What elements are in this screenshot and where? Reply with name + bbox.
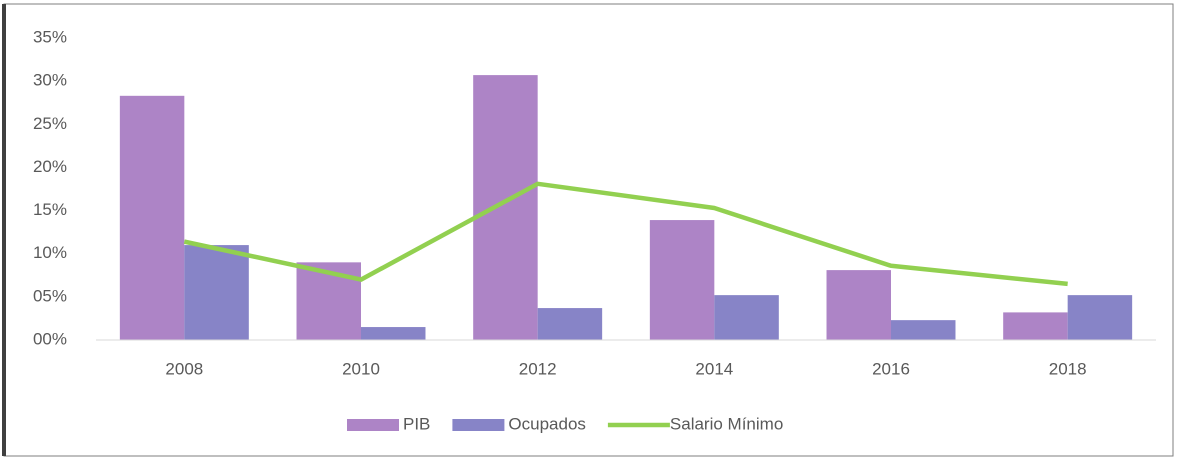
bar bbox=[1067, 295, 1133, 340]
x-tick-label: 2008 bbox=[165, 359, 203, 378]
y-tick-label: 10% bbox=[33, 243, 67, 262]
legend-label: PIB bbox=[403, 414, 430, 433]
y-tick-label: 00% bbox=[33, 329, 67, 348]
y-tick-label: 25% bbox=[33, 114, 67, 133]
bar bbox=[1003, 312, 1068, 340]
bar bbox=[184, 245, 249, 340]
y-tick-label: 15% bbox=[33, 200, 67, 219]
x-tick-label: 2018 bbox=[1049, 359, 1087, 378]
bar bbox=[537, 308, 603, 340]
bar bbox=[826, 270, 891, 340]
y-tick-label: 35% bbox=[33, 27, 67, 46]
x-tick-label: 2016 bbox=[872, 359, 910, 378]
chart-frame bbox=[3, 3, 1174, 457]
y-tick-label: 05% bbox=[33, 286, 67, 305]
legend-label: Ocupados bbox=[508, 414, 586, 433]
bar bbox=[649, 220, 715, 340]
bar bbox=[473, 75, 538, 341]
legend-swatch bbox=[452, 419, 505, 431]
x-tick-label: 2010 bbox=[342, 359, 380, 378]
legend-label: Salario Mínimo bbox=[670, 414, 783, 433]
bar bbox=[891, 320, 956, 340]
bar bbox=[714, 295, 779, 340]
line-series bbox=[183, 181, 1068, 287]
y-tick-label: 20% bbox=[33, 157, 67, 176]
x-tick-label: 2012 bbox=[519, 359, 557, 378]
y-tick-label: 30% bbox=[33, 71, 67, 90]
bar bbox=[361, 327, 426, 340]
bar bbox=[119, 95, 185, 340]
legend-swatch bbox=[347, 419, 399, 431]
x-tick-label: 2014 bbox=[695, 359, 733, 378]
